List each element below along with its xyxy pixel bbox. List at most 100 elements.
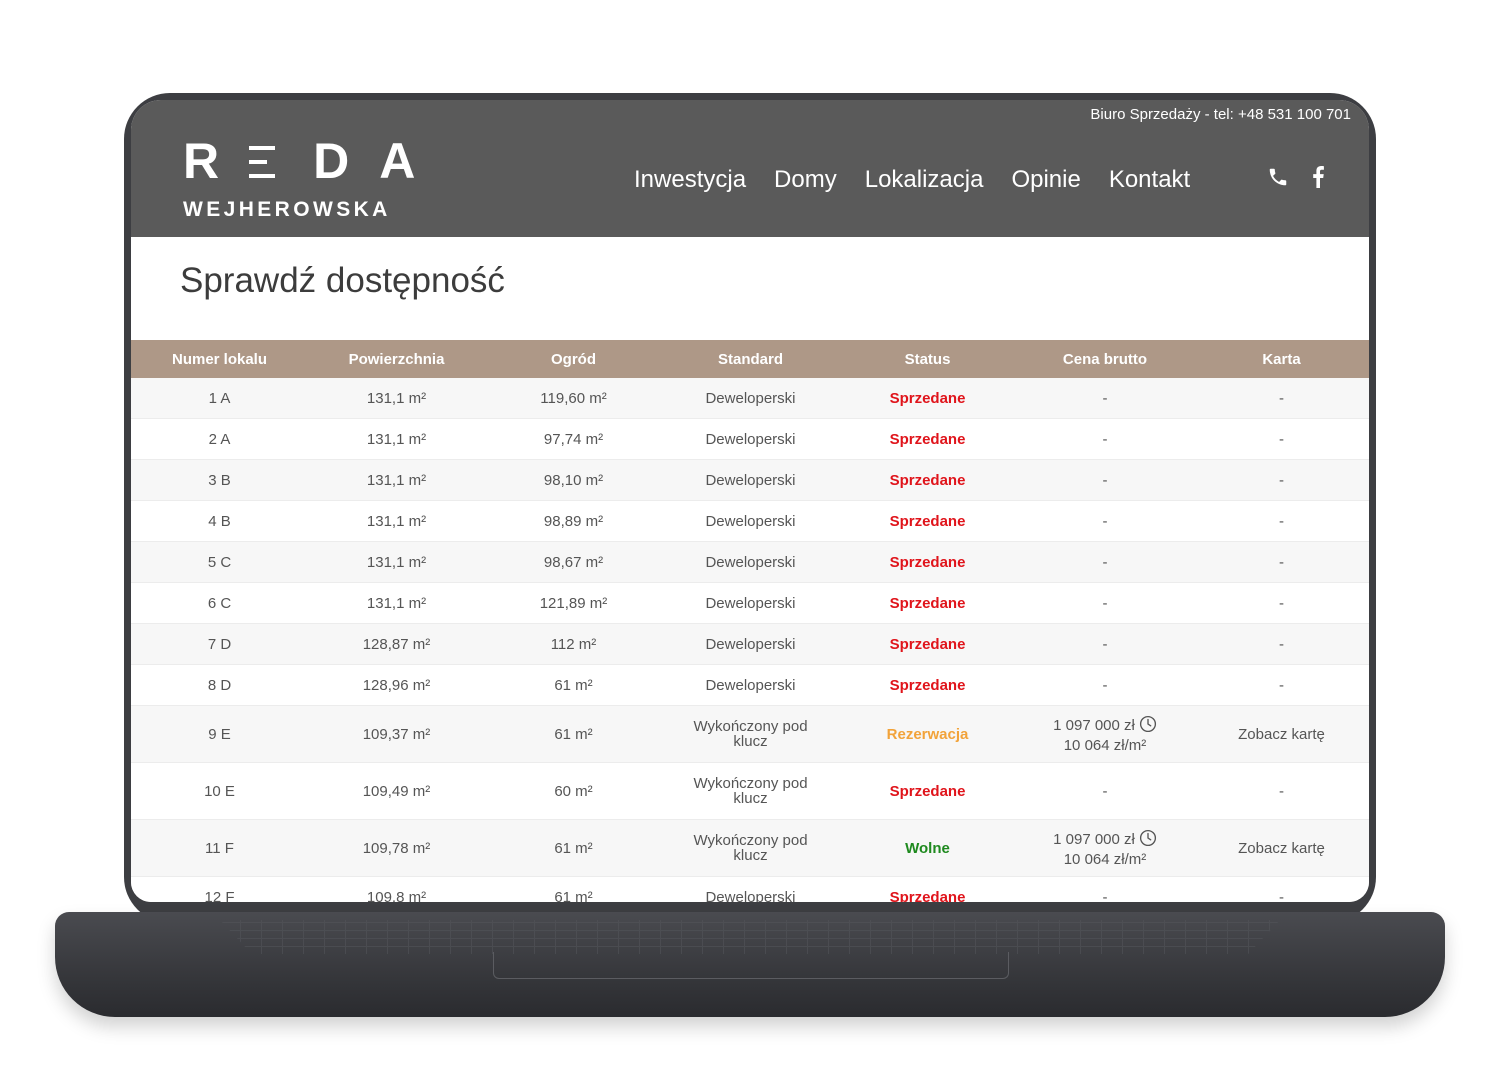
nav-opinie[interactable]: Opinie [1011,166,1081,193]
cell-price: - [1102,888,1108,903]
price-per-m2: 10 064 zł/m² [1063,850,1147,868]
cell-garden: 98,67 m² [543,553,604,571]
status-badge: Sprzedane [889,888,966,903]
cell-number: 8 D [207,676,232,694]
cell-standard: Deweloperski [705,888,796,903]
cell-area: 109,37 m² [362,725,431,743]
cell-standard: Deweloperski [705,430,796,448]
cell-number: 12 F [204,888,235,903]
cell-standard: Wykończony pod klucz [693,775,808,807]
price-value: 1 097 000 zł [1053,717,1135,734]
clock-icon[interactable] [1139,715,1157,737]
clock-icon[interactable] [1139,829,1157,851]
cell-price: - [1102,782,1108,800]
cell-number: 3 B [208,471,231,489]
col-header[interactable]: Karta [1262,350,1301,368]
facebook-icon[interactable] [1311,166,1325,193]
table-row: 10 E 109,49 m² 60 m² Wykończony pod klucz Sp… [131,763,1369,820]
cell-standard: Deweloperski [705,389,796,407]
cell-garden: 60 m² [554,782,593,800]
laptop-trackpad [493,952,1009,979]
cell-card: - [1279,512,1284,530]
cell-area: 131,1 m² [366,594,427,612]
table-row: 12 F 109,8 m² 61 m² Deweloperski Sprzedane - - [131,877,1369,902]
phone-icon[interactable] [1267,166,1289,193]
col-header[interactable]: Standard [717,350,783,368]
nav-inwestycja[interactable]: Inwestycja [634,166,747,193]
main-nav: Inwestycja Domy Lokalizacja Opinie Konta… [634,166,1190,194]
table-row: 1 A 131,1 m² 119,60 m² Deweloperski Sprzedan… [131,378,1369,419]
availability-table: Numer lokalu Powierzchnia Ogród Standard… [131,340,1369,902]
table-header: Numer lokalu Powierzchnia Ogród Standard… [131,340,1369,378]
cell-price: - [1102,512,1108,530]
col-header[interactable]: Numer lokalu [171,350,268,368]
status-badge: Sprzedane [889,471,966,489]
table-row: 3 B 131,1 m² 98,10 m² Deweloperski Sprzedane… [131,460,1369,501]
laptop-base [55,912,1445,1017]
cell-area: 109,78 m² [362,839,431,857]
cell-number: 10 E [204,782,235,800]
cell-standard: Deweloperski [705,553,796,571]
cell-garden: 121,89 m² [539,594,608,612]
cell-area: 128,96 m² [362,676,431,694]
cell-garden: 61 m² [554,839,593,857]
status-badge: Sprzedane [889,782,966,800]
status-badge: Sprzedane [889,430,966,448]
view-card-link[interactable]: Zobacz kartę [1238,725,1325,743]
cell-price: - [1102,430,1108,448]
view-card-link[interactable]: Zobacz kartę [1238,839,1325,857]
cell-area: 131,1 m² [366,389,427,407]
col-header[interactable]: Powierzchnia [348,350,445,368]
cell-area: 131,1 m² [366,430,427,448]
nav-kontakt[interactable]: Kontakt [1108,166,1191,193]
cell-card: - [1279,471,1284,489]
cell-price: - [1102,471,1108,489]
status-badge: Sprzedane [889,676,966,694]
cell-standard: Deweloperski [705,471,796,489]
col-header[interactable]: Ogród [551,350,596,368]
cell-price: 1 097 000 zł 10 064 zł/m² [1016,715,1194,754]
table-row: 5 C 131,1 m² 98,67 m² Deweloperski Sprzedane… [131,542,1369,583]
cell-number: 4 B [208,512,231,530]
cell-price: - [1102,594,1108,612]
cell-price: - [1102,389,1108,407]
table-row: 4 B 131,1 m² 98,89 m² Deweloperski Sprzedane… [131,501,1369,542]
cell-card: - [1279,782,1284,800]
table-body: 1 A 131,1 m² 119,60 m² Deweloperski Sprzedan… [131,378,1369,902]
table-row: 9 E 109,37 m² 61 m² Wykończony pod klucz Rez… [131,706,1369,763]
cell-garden: 61 m² [554,888,593,903]
table-row: 2 A 131,1 m² 97,74 m² Deweloperski Sprzedane… [131,419,1369,460]
cell-number: 1 A [208,389,231,407]
logo-e-mark [249,144,283,180]
nav-domy[interactable]: Domy [774,166,837,193]
cell-price: 1 097 000 zł 10 064 zł/m² [1016,829,1194,868]
cell-area: 109,8 m² [366,888,427,903]
status-badge: Wolne [905,839,950,857]
cell-number: 2 A [208,430,231,448]
cell-area: 131,1 m² [366,471,427,489]
site-logo[interactable]: R DA WEJHEROWSKA [183,134,445,222]
cell-area: 131,1 m² [366,553,427,571]
col-header[interactable]: Cena brutto [1062,350,1148,368]
cell-garden: 98,10 m² [543,471,604,489]
cell-price: - [1102,635,1108,653]
col-header[interactable]: Status [904,350,951,368]
cell-number: 9 E [208,725,231,743]
cell-card: - [1279,389,1284,407]
laptop-keyboard [220,920,1280,954]
price-main: 1 097 000 zł [1053,829,1157,851]
cell-number: 6 C [207,594,232,612]
sales-office-phone[interactable]: Biuro Sprzedaży - tel: +48 531 100 701 [1090,106,1351,123]
page-title: Sprawdź dostępność [180,261,505,300]
cell-standard: Wykończony pod klucz [693,832,808,864]
status-badge: Sprzedane [889,389,966,407]
price-main: 1 097 000 zł [1053,715,1157,737]
cell-standard: Deweloperski [705,676,796,694]
status-badge: Sprzedane [889,635,966,653]
status-badge: Sprzedane [889,512,966,530]
laptop-screen: Biuro Sprzedaży - tel: +48 531 100 701 R… [131,100,1369,902]
cell-standard: Deweloperski [705,594,796,612]
cell-standard: Wykończony pod klucz [693,718,808,750]
cell-garden: 61 m² [554,676,593,694]
nav-lokalizacja[interactable]: Lokalizacja [864,166,984,193]
